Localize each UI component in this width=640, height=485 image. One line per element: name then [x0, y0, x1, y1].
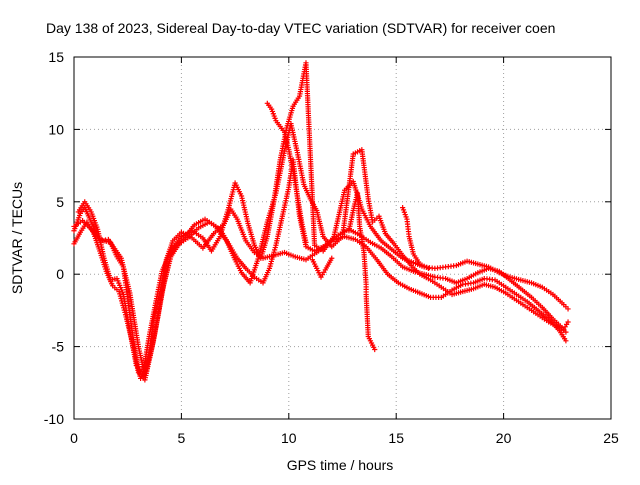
- x-axis-label: GPS time / hours: [287, 457, 394, 473]
- series-segment-a: [264, 100, 309, 245]
- y-tick-label: -5: [52, 339, 65, 355]
- data-point: [563, 329, 569, 335]
- y-tick-label: 5: [56, 194, 64, 210]
- series-segment-d: [309, 255, 335, 280]
- x-tick-label: 10: [281, 430, 297, 446]
- data-layer: [71, 60, 571, 383]
- x-tick-label: 20: [496, 430, 512, 446]
- series-track-3: [75, 60, 571, 377]
- frame-layer: [73, 56, 612, 420]
- x-tick-label: 0: [70, 430, 78, 446]
- y-axis-label: SDTVAR / TECUs: [9, 182, 25, 294]
- y-tick-label: -10: [44, 411, 64, 427]
- x-tick-label: 5: [178, 430, 186, 446]
- x-tick-label: 15: [388, 430, 404, 446]
- chart-title: Day 138 of 2023, Sidereal Day-to-day VTE…: [46, 20, 555, 36]
- y-tick-label: 15: [48, 49, 64, 65]
- data-point: [425, 265, 432, 272]
- data-point: [372, 346, 378, 353]
- plot-frame: [73, 56, 612, 420]
- y-tick-label: 10: [48, 121, 64, 137]
- series-segment-c: [400, 204, 432, 272]
- series-segment-b: [346, 190, 378, 353]
- x-tick-label: 25: [603, 430, 619, 446]
- data-point: [565, 306, 571, 312]
- data-point: [303, 239, 309, 245]
- y-tick-label: 0: [56, 266, 64, 282]
- data-point: [565, 319, 571, 325]
- tick-layer: 0 5 10 15 20 25 -10 -5 0 5 10 15: [44, 49, 619, 446]
- data-point: [563, 338, 569, 344]
- data-point: [329, 255, 335, 261]
- series-track-4: [71, 121, 569, 379]
